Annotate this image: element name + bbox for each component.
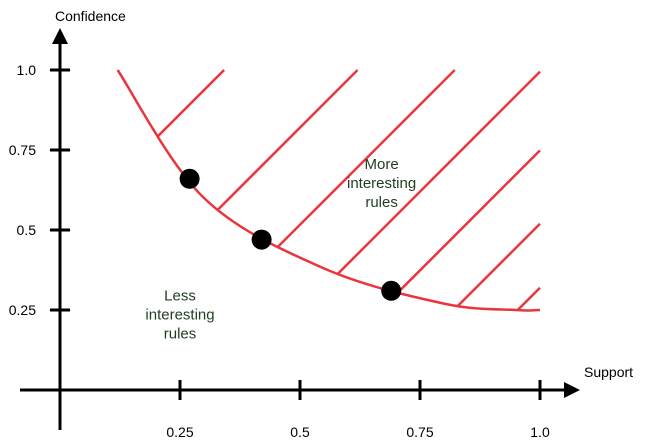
x-axis-label: Support <box>584 364 633 380</box>
hatch-line-4 <box>396 149 541 294</box>
hatch-line-0 <box>156 69 226 138</box>
region-annotation-1-line-1: interesting <box>145 306 214 323</box>
x-tick-label-3: 1.0 <box>530 424 550 440</box>
region-annotation-0-line-2: rules <box>365 194 398 211</box>
y-tick-label-1: 0.5 <box>17 222 37 238</box>
y-tick-label-0: 0.25 <box>9 302 36 318</box>
x-tick-label-1: 0.5 <box>290 424 310 440</box>
hatch-line-3 <box>336 70 541 275</box>
region-annotations: More interesting rules Less interesting rules <box>145 156 416 342</box>
x-axis-arrow <box>564 382 580 398</box>
y-tick-label-2: 0.75 <box>9 142 36 158</box>
y-axis-label: Confidence <box>55 8 126 24</box>
hatch-line-6 <box>516 286 541 311</box>
y-axis-arrow <box>52 28 68 44</box>
region-annotation-0-line-1: interesting <box>347 175 416 192</box>
data-point-1 <box>251 229 272 250</box>
region-annotation-1: Less interesting rules <box>145 287 214 342</box>
data-points <box>179 168 402 301</box>
hatch-region <box>156 69 541 311</box>
region-annotation-0-line-0: More <box>365 156 399 173</box>
region-annotation-1-line-2: rules <box>164 325 197 342</box>
region-annotation-0: More interesting rules <box>347 156 416 211</box>
data-point-2 <box>381 280 402 301</box>
x-tick-label-0: 0.25 <box>166 424 193 440</box>
boundary-curve <box>116 69 541 312</box>
hatch-line-5 <box>456 222 541 308</box>
axis-ticks: 0.25 0.5 0.75 1.0 0.25 0.5 0.75 1.0 <box>9 62 550 440</box>
x-tick-label-2: 0.75 <box>406 424 433 440</box>
y-tick-label-3: 1.0 <box>17 62 37 78</box>
region-annotation-1-line-0: Less <box>164 287 196 304</box>
hatch-line-1 <box>216 69 359 211</box>
hatch-line-2 <box>276 69 456 249</box>
data-point-0 <box>179 168 200 189</box>
